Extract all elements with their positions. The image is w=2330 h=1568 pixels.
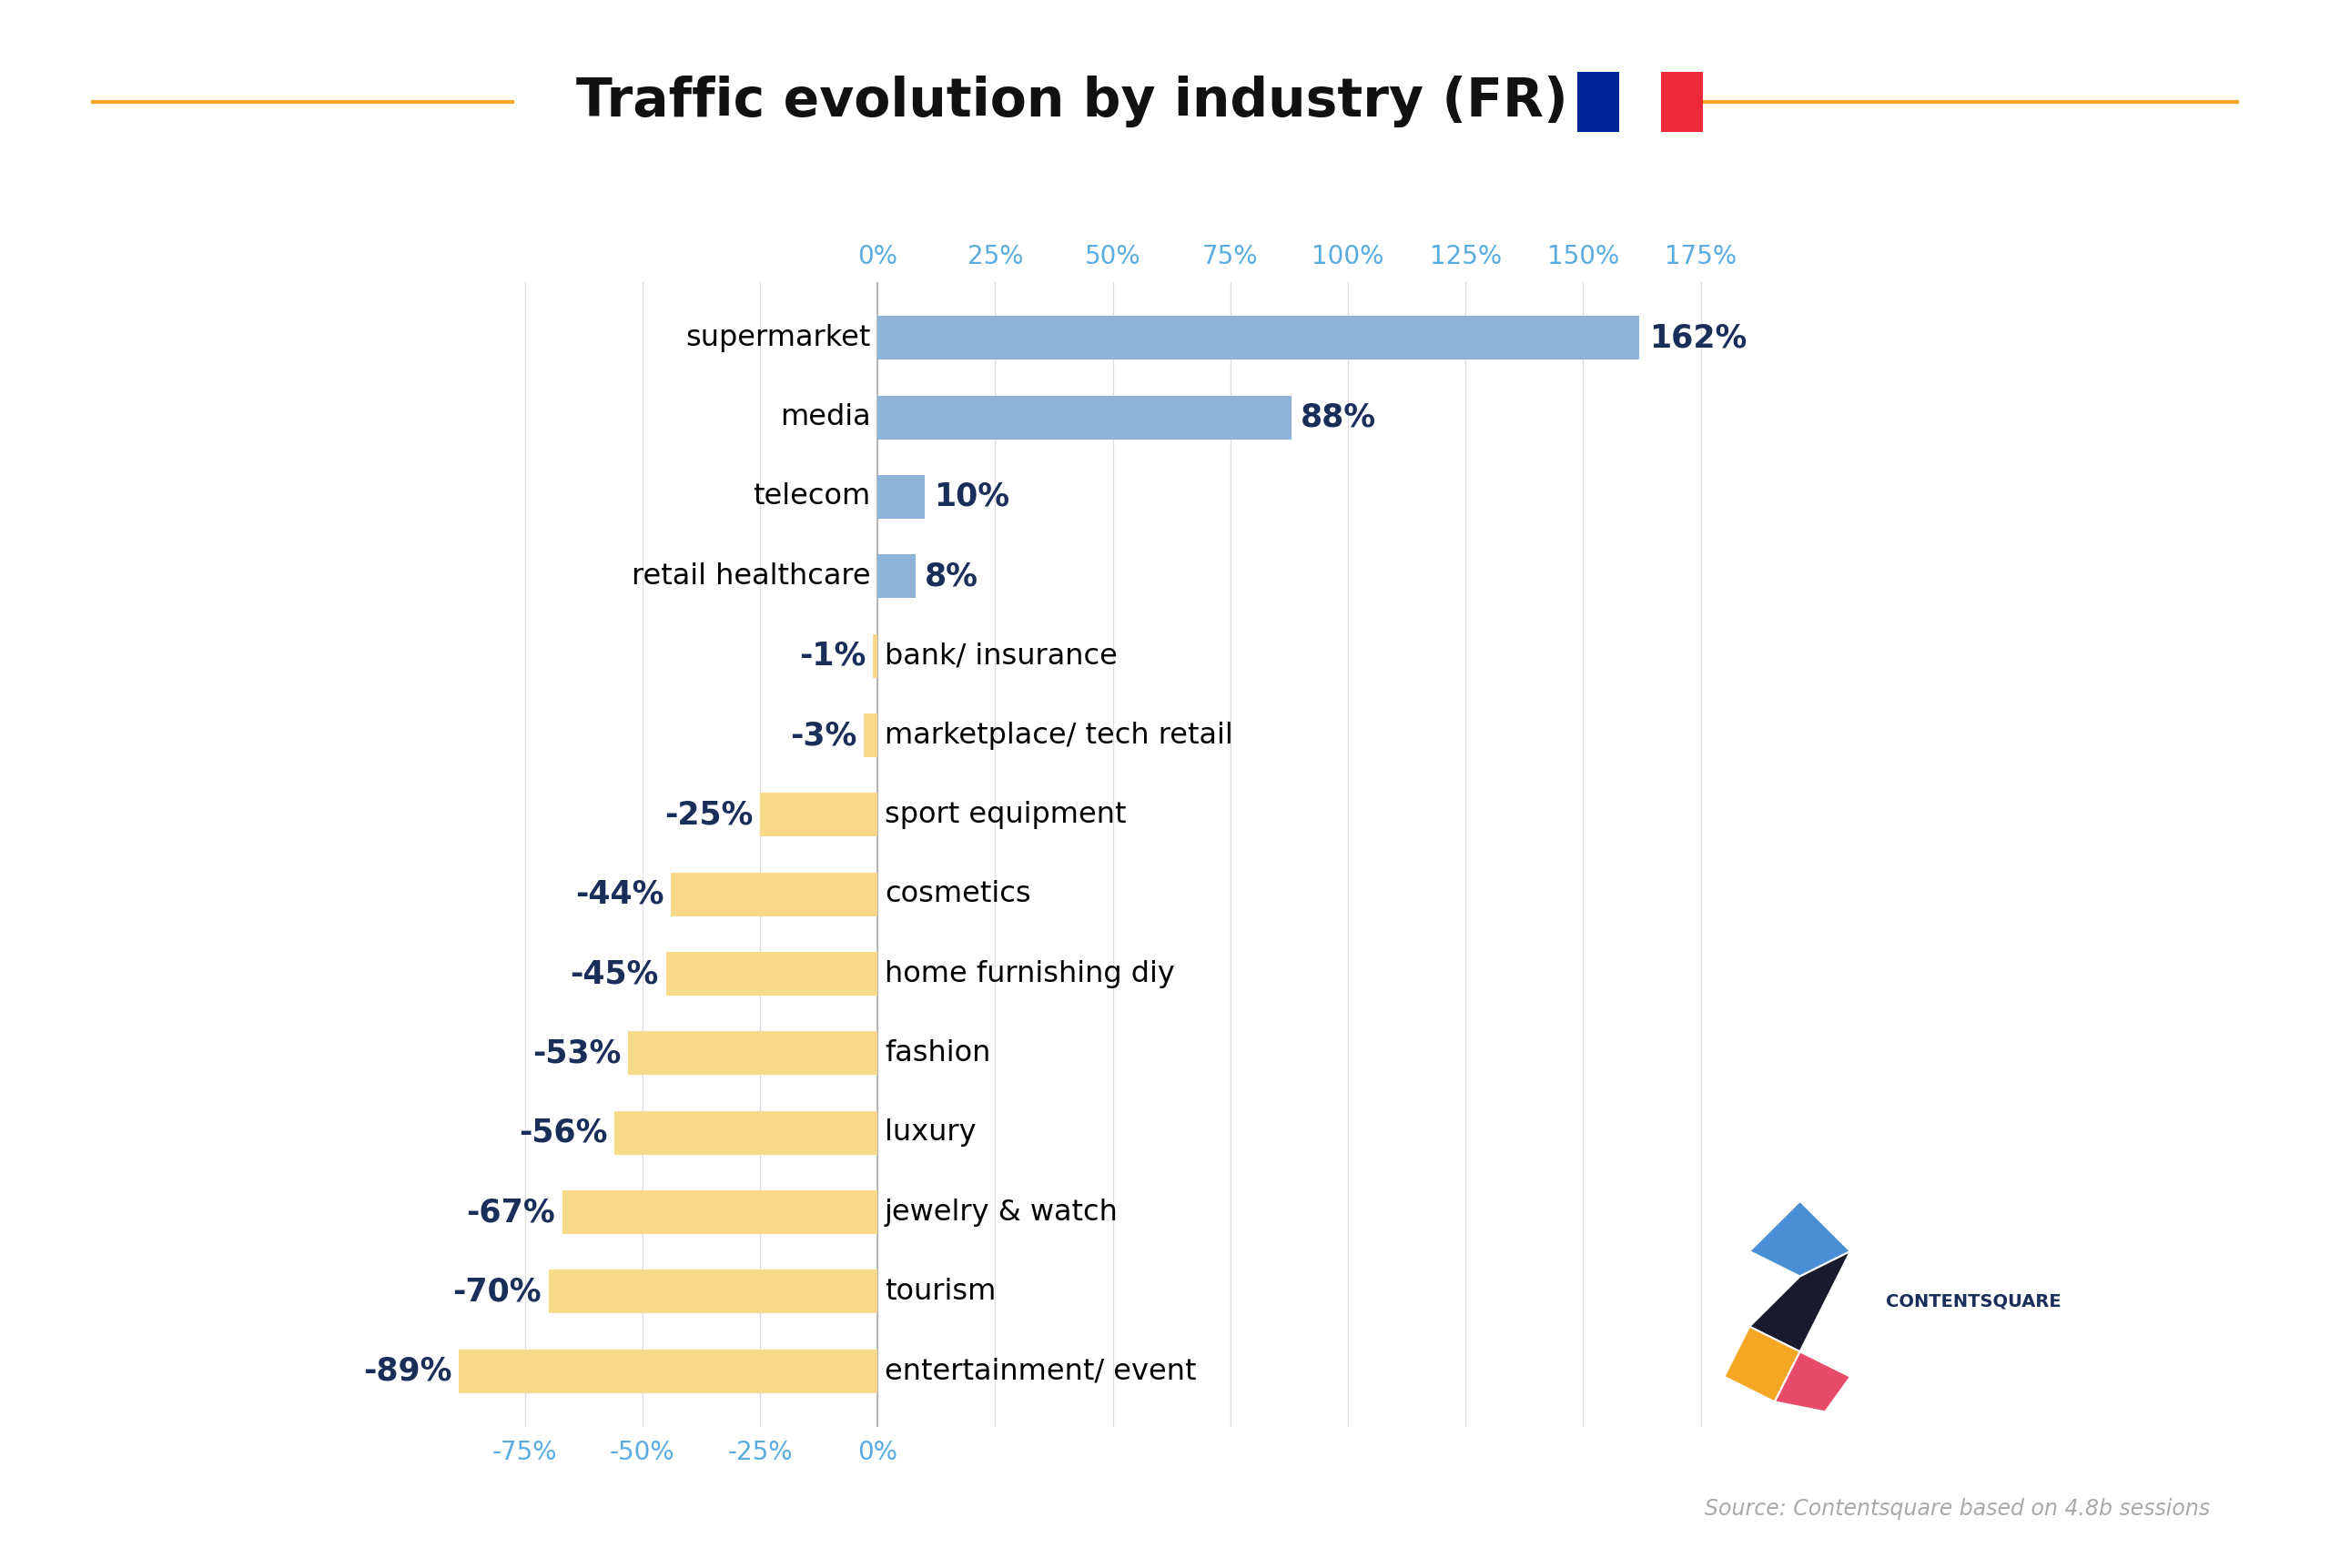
Bar: [878, 555, 916, 599]
Text: 88%: 88%: [1300, 401, 1377, 433]
Text: -45%: -45%: [571, 958, 659, 989]
Text: home furnishing diy: home furnishing diy: [885, 960, 1174, 988]
Text: entertainment/ event: entertainment/ event: [885, 1358, 1195, 1386]
Text: 162%: 162%: [1650, 323, 1748, 353]
Polygon shape: [1750, 1251, 1850, 1352]
Text: -25%: -25%: [664, 800, 753, 831]
Bar: [878, 395, 1291, 439]
Text: jewelry & watch: jewelry & watch: [885, 1198, 1118, 1226]
Bar: [878, 475, 925, 519]
Bar: [629, 1032, 878, 1076]
Text: -3%: -3%: [790, 720, 857, 751]
Text: -44%: -44%: [576, 878, 664, 909]
Text: Source: Contentsquare based on 4.8b sessions: Source: Contentsquare based on 4.8b sess…: [1706, 1497, 2209, 1519]
Text: -53%: -53%: [534, 1038, 622, 1069]
Bar: [864, 713, 878, 757]
Bar: [760, 793, 878, 837]
Text: retail healthcare: retail healthcare: [631, 563, 871, 591]
Text: fashion: fashion: [885, 1040, 990, 1068]
Polygon shape: [1724, 1327, 1801, 1402]
Text: -89%: -89%: [363, 1356, 452, 1386]
Bar: [874, 633, 878, 677]
Text: -70%: -70%: [452, 1276, 541, 1308]
Bar: [878, 317, 1640, 359]
Text: 8%: 8%: [925, 561, 979, 591]
Bar: [666, 952, 878, 996]
Text: 10%: 10%: [934, 481, 1009, 513]
Bar: [671, 872, 878, 916]
Text: media: media: [781, 403, 871, 431]
Polygon shape: [1750, 1201, 1850, 1276]
Bar: [459, 1350, 878, 1392]
Bar: [548, 1270, 878, 1314]
Bar: [615, 1110, 878, 1154]
Text: sport equipment: sport equipment: [885, 801, 1125, 829]
Polygon shape: [1775, 1352, 1850, 1411]
Text: supermarket: supermarket: [685, 323, 871, 351]
Text: bank/ insurance: bank/ insurance: [885, 641, 1118, 670]
Text: -1%: -1%: [799, 640, 867, 671]
Text: cosmetics: cosmetics: [885, 880, 1030, 908]
Bar: [562, 1190, 878, 1234]
Text: marketplace/ tech retail: marketplace/ tech retail: [885, 721, 1233, 750]
Text: -56%: -56%: [520, 1118, 608, 1148]
Text: -67%: -67%: [466, 1196, 555, 1228]
Text: tourism: tourism: [885, 1278, 995, 1306]
Text: luxury: luxury: [885, 1118, 976, 1146]
Text: CONTENTSQUARE: CONTENTSQUARE: [1885, 1292, 2062, 1311]
Text: Traffic evolution by industry (FR): Traffic evolution by industry (FR): [576, 75, 1568, 129]
Text: telecom: telecom: [753, 483, 871, 511]
